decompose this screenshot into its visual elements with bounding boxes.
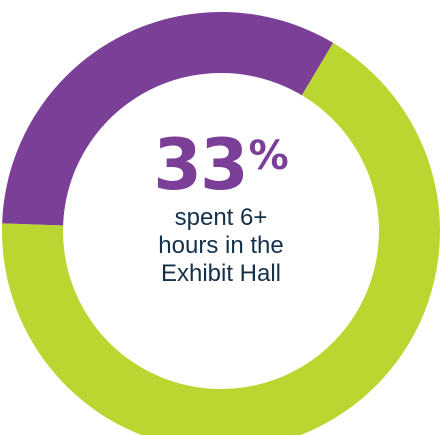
center-value: 33 xyxy=(153,124,248,206)
center-caption: spent 6+ hours in the Exhibit Hall xyxy=(121,204,321,288)
center-stat: 33% xyxy=(153,130,289,200)
caption-line: hours in the xyxy=(158,232,284,259)
caption-line: Exhibit Hall xyxy=(160,260,282,287)
center-label: 33% spent 6+ hours in the Exhibit Hall xyxy=(121,130,321,288)
slice-highlight xyxy=(2,11,334,226)
caption-line: spent 6+ xyxy=(174,204,268,231)
center-unit: % xyxy=(248,133,289,179)
